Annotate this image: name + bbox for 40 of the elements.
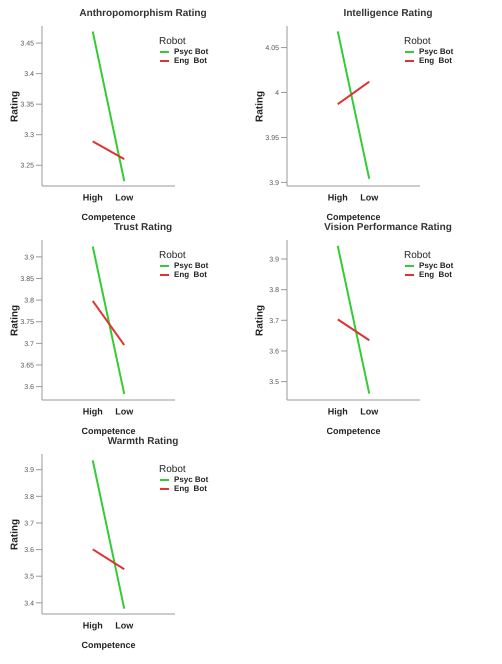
chart-title: Warmth Rating — [106, 436, 180, 449]
legend-title: Robot — [159, 36, 187, 47]
legend-label: Psyc Bot — [174, 47, 208, 56]
x-axis-title: Competence — [326, 426, 381, 436]
x-tick-label: Low — [115, 406, 134, 416]
x-tick-label: High — [82, 192, 103, 202]
legend-label: Eng Bot — [174, 56, 207, 65]
y-axis-title: Rating — [10, 518, 21, 550]
legend-label: Psyc Bot — [174, 475, 208, 484]
y-axis-title: Rating — [254, 90, 266, 122]
y-axis-title: Rating — [254, 304, 266, 336]
legend-label: Eng Bot — [174, 270, 207, 279]
x-axis-title: Competence — [326, 212, 381, 222]
legend-label: Psyc Bot — [419, 47, 454, 56]
legend-label: Eng Bot — [419, 56, 452, 65]
x-axis-title: Competence — [81, 212, 136, 222]
x-tick-label: High — [82, 620, 103, 630]
x-tick-label: Low — [360, 406, 380, 416]
chart-title: Trust Rating — [112, 222, 174, 235]
x-tick-label: Low — [115, 192, 134, 202]
x-tick-label: High — [328, 406, 348, 416]
legend-label: Eng Bot — [419, 270, 452, 279]
x-tick-label: Low — [360, 192, 380, 202]
x-axis-title: Competence — [81, 426, 136, 436]
legend-title: Robot — [404, 250, 432, 261]
chart-title: Intelligence Rating — [342, 8, 434, 21]
legend-title: Robot — [159, 250, 187, 261]
y-axis-title: Rating — [10, 90, 21, 122]
y-axis-title: Rating — [10, 304, 21, 336]
x-tick-label: Low — [115, 620, 134, 630]
legend-label: Eng Bot — [174, 484, 207, 493]
x-axis-title: Competence — [81, 640, 136, 650]
x-tick-label: High — [328, 192, 348, 202]
chart-title: Anthropomorphism Rating — [78, 8, 208, 21]
legend-label: Psyc Bot — [174, 261, 208, 270]
legend-title: Robot — [404, 36, 432, 47]
legend-label: Psyc Bot — [419, 261, 454, 270]
chart-title: Vision Performance Rating — [323, 222, 453, 235]
x-tick-label: High — [82, 406, 103, 416]
legend-title: Robot — [159, 464, 187, 475]
